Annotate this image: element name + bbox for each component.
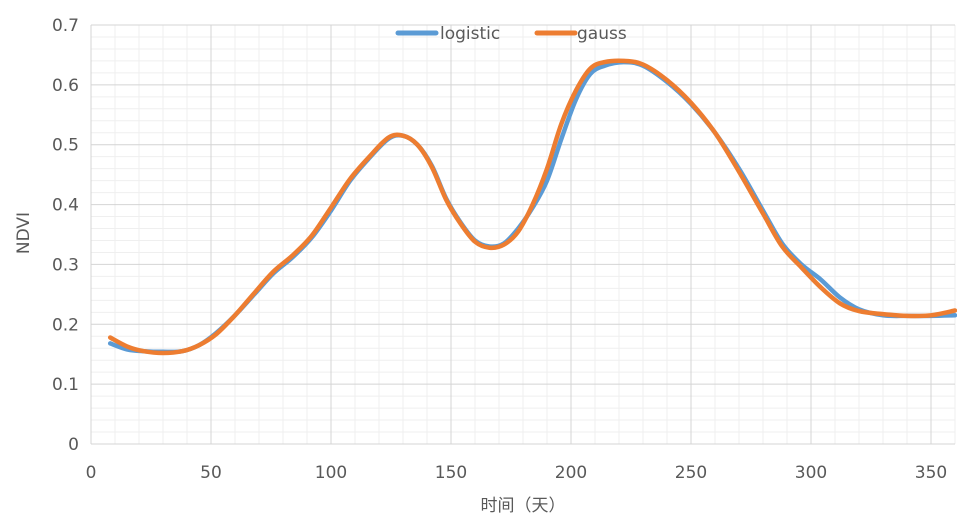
x-tick-label: 200 (555, 463, 587, 483)
x-tick-label: 250 (675, 463, 707, 483)
y-tick-label: 0.7 (52, 16, 79, 36)
y-axis-tick-labels: 0 0.1 0.2 0.3 0.4 0.5 0.6 0.7 (52, 16, 79, 455)
major-gridlines (90, 24, 955, 445)
y-tick-label: 0 (68, 435, 79, 455)
y-tick-label: 0.4 (52, 196, 79, 216)
legend-label-logistic: logistic (440, 24, 500, 44)
x-tick-label: 0 (86, 463, 97, 483)
y-tick-label: 0.3 (52, 255, 79, 275)
y-axis-title: NDVI (14, 212, 34, 254)
x-tick-label: 50 (200, 463, 222, 483)
x-axis-tick-labels: 0 50 100 150 200 250 300 350 (86, 463, 948, 483)
x-tick-label: 350 (915, 463, 947, 483)
x-tick-label: 100 (315, 463, 347, 483)
series-lines (107, 58, 957, 356)
x-tick-label: 150 (435, 463, 467, 483)
y-tick-label: 0.2 (52, 315, 79, 335)
x-tick-label: 300 (795, 463, 827, 483)
legend: logistic gauss (395, 24, 627, 44)
series-line-gauss (107, 58, 957, 356)
y-tick-label: 0.1 (52, 375, 79, 395)
y-tick-label: 0.5 (52, 136, 79, 156)
y-tick-label: 0.6 (52, 76, 79, 96)
legend-label-gauss: gauss (577, 24, 627, 44)
minor-gridlines (91, 25, 956, 444)
x-axis-title: 时间（天） (481, 496, 566, 516)
